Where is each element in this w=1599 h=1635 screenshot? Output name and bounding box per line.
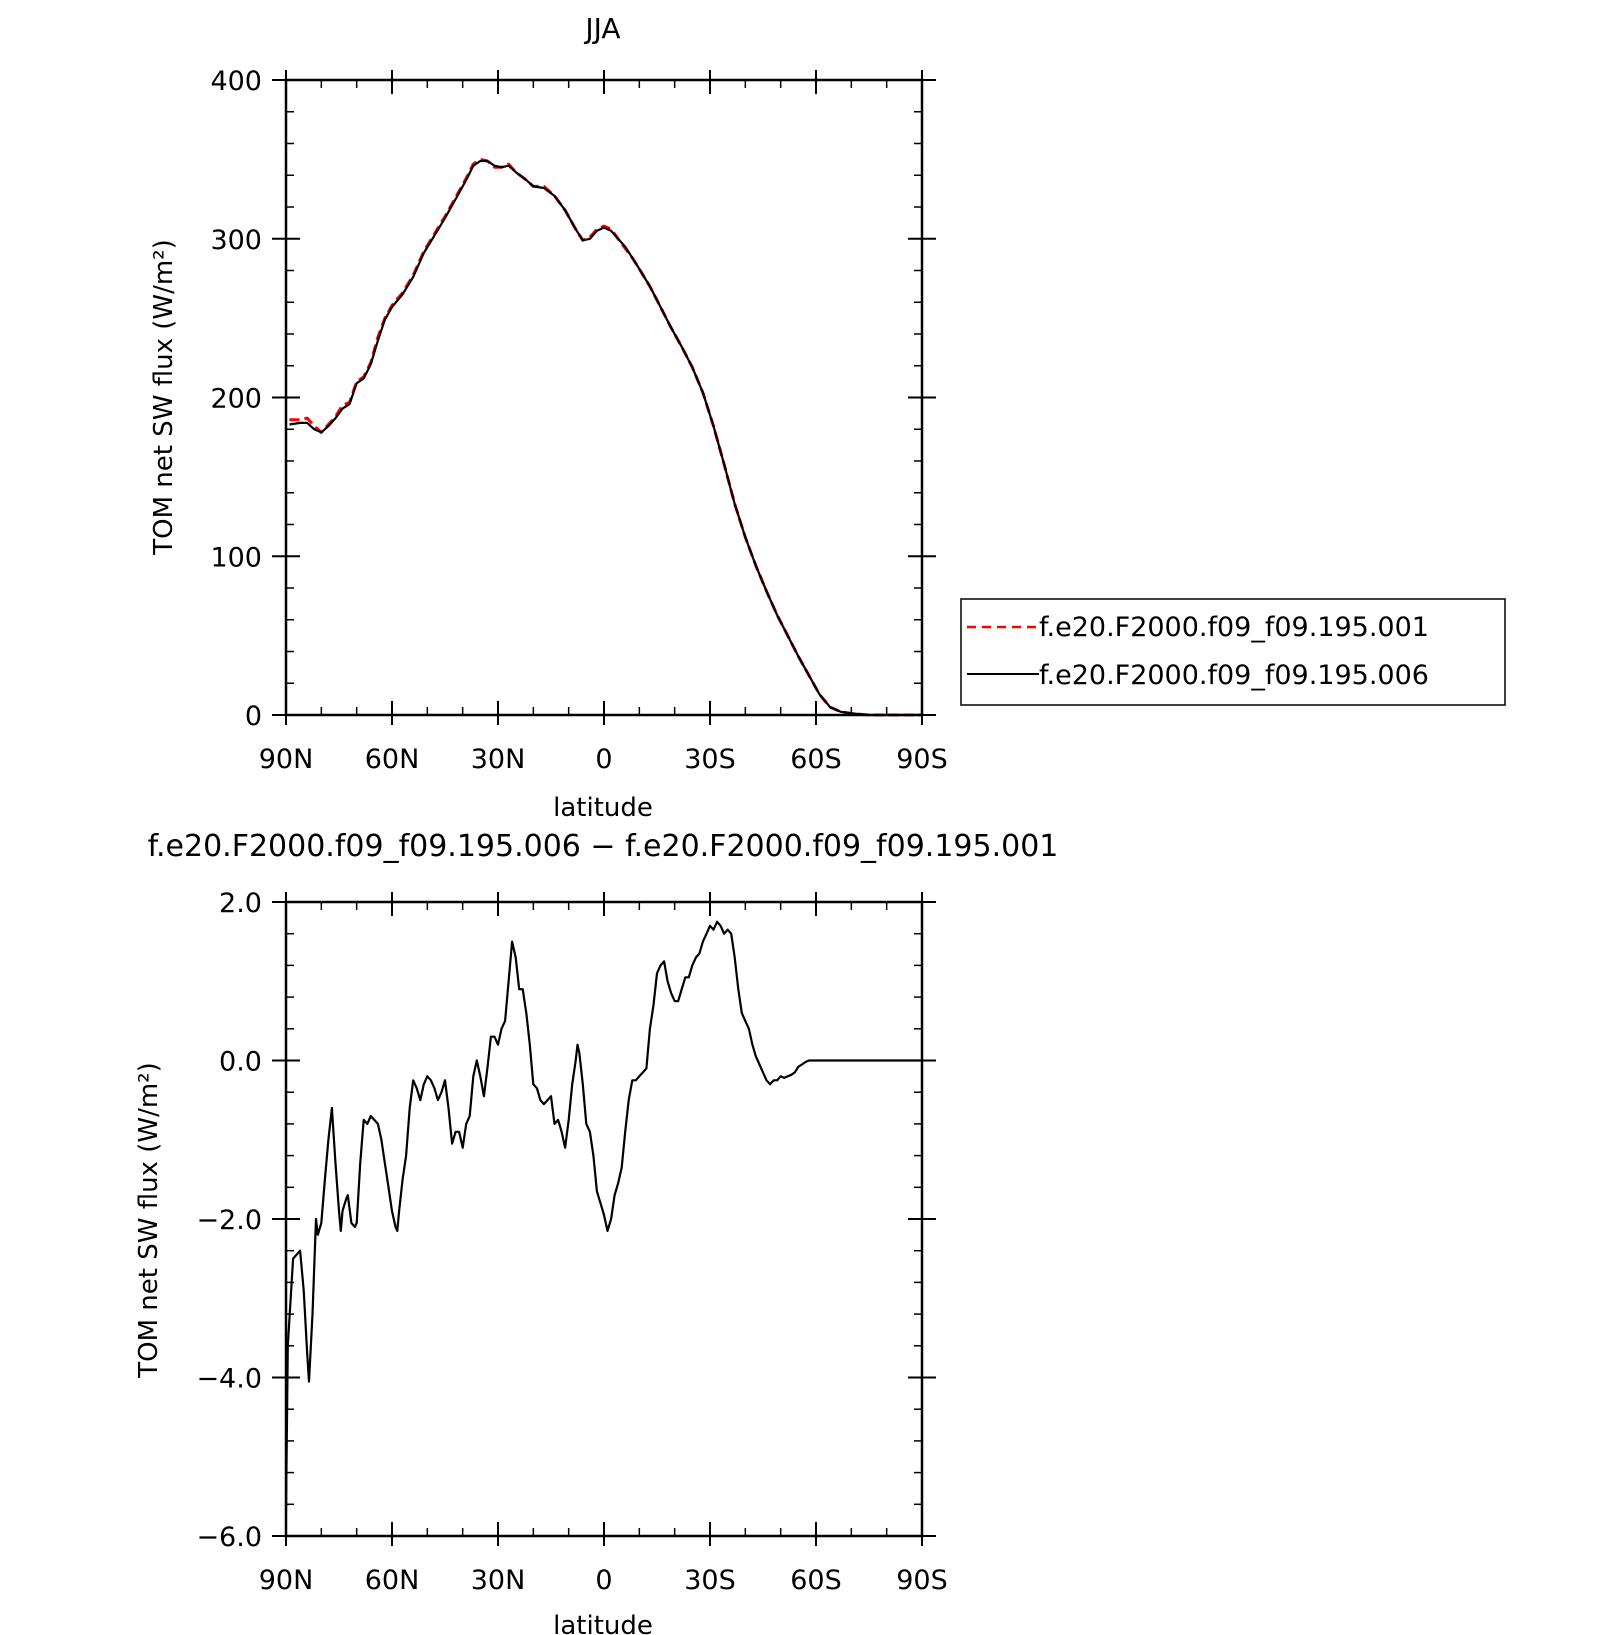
top-y-axis-label: TOM net SW flux (W/m²) xyxy=(149,239,179,555)
bottom-x-axis-label: latitude xyxy=(553,1611,653,1635)
top-y-tick-label: 0 xyxy=(245,701,262,732)
bottom-x-tick-label: 60S xyxy=(790,1565,842,1596)
top-y-tick-label: 400 xyxy=(210,66,262,97)
top-x-tick-label: 90N xyxy=(259,744,314,775)
top-plot-frame xyxy=(284,78,924,717)
top-panel: JJA 0 100 200 300 400 90N 60N 30N 0 30S 60S 90S la… xyxy=(149,12,1506,823)
top-x-tick-label: 30N xyxy=(471,744,526,775)
legend-label-001: f.e20.F2000.f09_f09.195.001 xyxy=(1039,612,1429,643)
top-y-tick-label: 300 xyxy=(210,225,262,256)
top-y-tick-label: 100 xyxy=(210,542,262,573)
top-x-axis-label: latitude xyxy=(553,793,653,823)
bottom-x-tick-label: 0 xyxy=(595,1565,612,1596)
bottom-y-tick-label: 2.0 xyxy=(219,888,262,919)
bottom-title: f.e20.F2000.f09_f09.195.006 − f.e20.F200… xyxy=(148,829,1059,864)
top-x-tick-label: 90S xyxy=(896,744,948,775)
bottom-y-tick-labels: −6.0 −4.0 −2.0 0.0 2.0 xyxy=(196,888,262,1553)
bottom-plot-frame xyxy=(284,900,924,1538)
bottom-panel: f.e20.F2000.f09_f09.195.006 − f.e20.F200… xyxy=(134,829,1058,1635)
bottom-x-tick-label: 30S xyxy=(684,1565,736,1596)
bottom-x-tick-label: 90N xyxy=(259,1565,314,1596)
bottom-x-tick-labels: 90N 60N 30N 0 30S 60S 90S xyxy=(259,1565,948,1596)
top-series-line-2 xyxy=(289,159,922,717)
top-x-tick-label: 60S xyxy=(790,744,842,775)
top-title: JJA xyxy=(583,12,620,45)
top-x-tick-label: 30S xyxy=(684,744,736,775)
bottom-series-line-1 xyxy=(284,920,922,1513)
top-series-lines xyxy=(289,157,922,717)
top-y-tick-label: 200 xyxy=(210,384,262,415)
bottom-x-tick-label: 60N xyxy=(365,1565,420,1596)
legend-box xyxy=(960,598,1506,706)
bottom-y-axis-label: TOM net SW flux (W/m²) xyxy=(134,1062,164,1378)
bottom-y-tick-label: −6.0 xyxy=(196,1522,262,1553)
top-x-tick-labels: 90N 60N 30N 0 30S 60S 90S xyxy=(259,744,948,775)
legend-label-006: f.e20.F2000.f09_f09.195.006 xyxy=(1039,660,1429,691)
legend: f.e20.F2000.f09_f09.195.001 f.e20.F2000.… xyxy=(960,598,1506,706)
top-x-tick-label: 60N xyxy=(365,744,420,775)
bottom-series-lines xyxy=(284,920,922,1513)
bottom-y-tick-label: 0.0 xyxy=(219,1047,262,1078)
bottom-x-tick-label: 90S xyxy=(896,1565,948,1596)
top-gridframe-ticks xyxy=(272,70,936,725)
top-y-tick-labels: 0 100 200 300 400 xyxy=(210,66,262,732)
top-series-line-1 xyxy=(289,157,922,717)
bottom-x-tick-label: 30N xyxy=(471,1565,526,1596)
bottom-y-tick-label: −4.0 xyxy=(196,1364,262,1395)
top-x-tick-label: 0 xyxy=(595,744,612,775)
bottom-y-tick-label: −2.0 xyxy=(196,1205,262,1236)
